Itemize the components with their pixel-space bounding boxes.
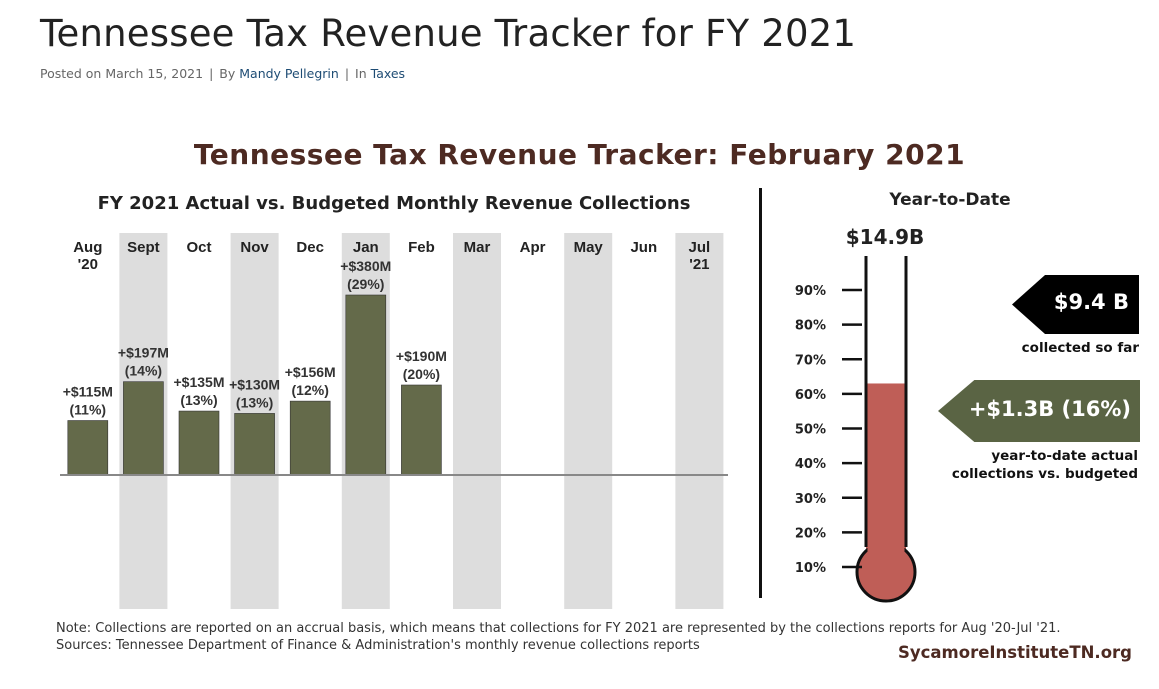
month-label: Sept [127, 239, 160, 256]
bar-percent-label: (14%) [125, 363, 162, 379]
by-prefix: By [219, 66, 236, 81]
in-prefix: In [355, 66, 367, 81]
collected-caption: collected so far [1021, 340, 1139, 356]
thermometer-tick-label: 20% [795, 526, 826, 541]
month-label: Dec [296, 239, 324, 256]
monthly-chart-subtitle: FY 2021 Actual vs. Budgeted Monthly Reve… [97, 193, 691, 214]
thermometer-fill-neck [867, 383, 905, 572]
infographic-title: Tennessee Tax Revenue Tracker: February … [193, 138, 966, 171]
month-label: Apr [520, 239, 546, 256]
note-line: Note: Collections are reported on an acc… [56, 621, 1061, 636]
thermometer-tick-label: 10% [795, 561, 826, 576]
thermometer-tick-label: 70% [795, 353, 826, 368]
collected-callout-value: $9.4 B [1053, 290, 1129, 314]
post-date: March 15, 2021 [105, 66, 204, 81]
bar-percent-label: (11%) [70, 402, 107, 418]
revenue-bar [345, 294, 387, 476]
month-label: Oct [186, 239, 211, 256]
bar-labels: +$115M (11%) +$197M (14%) +$135M (13%) +$130M (… [63, 258, 447, 418]
thermometer-tick-label: 80% [795, 319, 826, 334]
ytd-diff-caption: year-to-date actual collections vs. budg… [928, 447, 1138, 483]
bar-value-label: +$197M [118, 345, 169, 361]
meta-separator: | [209, 66, 214, 81]
ytd-diff-caption-line1: year-to-date actual [991, 448, 1138, 464]
month-shade-column [675, 233, 724, 609]
revenue-bar [178, 410, 220, 476]
month-label: May [574, 239, 604, 256]
revenue-bar [67, 420, 109, 476]
month-label: Nov [240, 239, 269, 256]
brand-watermark: SycamoreInstituteTN.org [898, 643, 1132, 662]
month-labels: Aug'20 Sept Oct Nov Dec Jan Feb Mar Apr May Jun Jul… [73, 239, 710, 273]
month-label: Jul [689, 239, 711, 256]
bar-value-label: +$190M [396, 348, 447, 364]
bar-value-label: +$156M [285, 364, 336, 380]
thermometer-tick-label: 60% [795, 388, 826, 403]
thermometer-tick-label: 30% [795, 492, 826, 507]
bar-value-label: +$115M [63, 384, 113, 400]
revenue-bar [123, 381, 164, 476]
ytd-total-value: $14.9B [845, 225, 925, 249]
bar-percent-label: (20%) [403, 366, 440, 382]
thermometer-tick-label: 50% [795, 423, 826, 438]
thermometer: 10% 20% 30% 40% 50% 60% 70% 80% 90% [795, 256, 917, 603]
month-label: Jan [353, 239, 379, 256]
meta-separator: | [344, 66, 350, 81]
posted-prefix: Posted on [40, 66, 102, 81]
bar-percent-label: (13%) [236, 394, 273, 410]
bar-series [67, 294, 442, 476]
month-label: '20 [78, 256, 98, 273]
ytd-diff-caption-line2: collections vs. budgeted [951, 466, 1138, 482]
bar-percent-label: (13%) [180, 392, 217, 408]
month-label: '21 [689, 256, 709, 273]
bar-value-label: +$135M [174, 374, 225, 390]
bar-percent-label: (12%) [292, 382, 329, 398]
sources-line: Sources: Tennessee Department of Finance… [56, 638, 700, 653]
post-meta: Posted on March 15, 2021 | By Mandy Pelleg… [40, 66, 405, 81]
month-label: Feb [408, 239, 435, 256]
revenue-bar [401, 384, 442, 476]
panel-divider [759, 188, 762, 598]
revenue-bar [289, 400, 331, 476]
thermometer-tick-label: 40% [795, 457, 826, 472]
ytd-diff-callout: +$1.3B (16%) [938, 380, 1140, 442]
bar-value-label: +$130M [229, 376, 280, 392]
chart-note: Note: Collections are reported on an acc… [56, 620, 1061, 654]
ytd-subtitle: Year-to-Date [889, 190, 1011, 210]
thermometer-tick-label: 90% [795, 284, 826, 299]
month-shade-column [564, 233, 613, 609]
month-label: Jun [630, 239, 657, 256]
category-link[interactable]: Taxes [370, 66, 406, 81]
bar-percent-label: (29%) [347, 276, 384, 292]
author-link[interactable]: Mandy Pellegrin [239, 66, 339, 81]
revenue-bar [234, 413, 275, 476]
bar-value-label: +$380M [340, 258, 391, 274]
ytd-diff-callout-value: +$1.3B (16%) [968, 397, 1131, 421]
month-shade-column [453, 233, 501, 609]
page-title: Tennessee Tax Revenue Tracker for FY 202… [40, 12, 857, 55]
month-label: Mar [464, 239, 491, 256]
month-label: Aug [73, 239, 102, 256]
